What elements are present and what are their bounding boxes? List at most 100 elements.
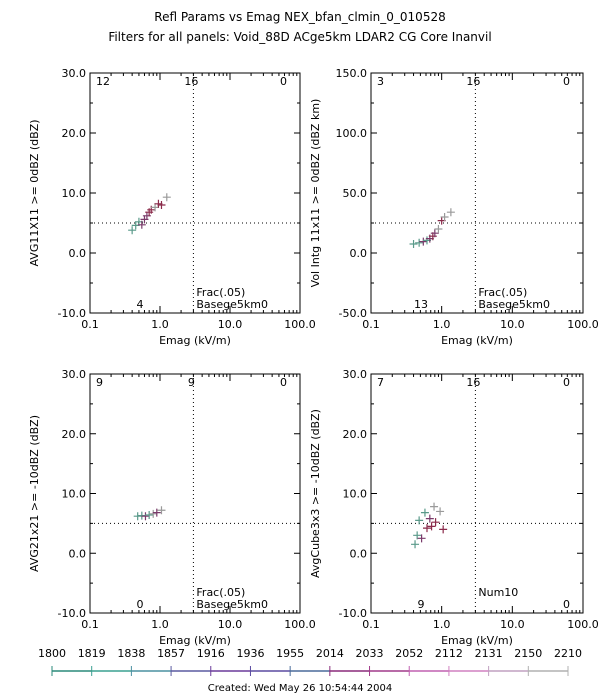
panel4-plot-frame — [370, 373, 584, 614]
panel3-y-axis-title: AVG21x21 >= -10dBZ (dBZ) — [28, 415, 41, 572]
chart-title: Refl Params vs Emag NEX_bfan_clmin_0_010… — [154, 10, 446, 24]
panel4-data-point — [415, 516, 424, 525]
panel1-x-axis-title: Emag (kV/m) — [159, 334, 231, 347]
panel2-y-tick-label: 0.0 — [350, 247, 368, 260]
panel4-count-top-mid: 16 — [466, 376, 480, 389]
panel3-plot-frame — [89, 373, 301, 614]
panel2-data-point — [430, 229, 439, 238]
panel1-y-tick-label: 0.0 — [69, 247, 87, 260]
panel3-x-tick-label: 100.0 — [284, 618, 316, 631]
panel4-count-top-left: 7 — [377, 376, 384, 389]
panel1-y-tick-label: 10.0 — [62, 187, 87, 200]
colorbar-label: 2112 — [435, 647, 463, 660]
panel4-data-point — [431, 518, 440, 527]
panel2-data-point — [419, 237, 428, 246]
panel1-count-top-left: 12 — [96, 75, 110, 88]
panel3-y-tick-label: 10.0 — [62, 488, 87, 501]
panel4-x-tick-label: 100.0 — [567, 618, 599, 631]
colorbar-label: 1916 — [197, 647, 225, 660]
colorbar-label: 2052 — [395, 647, 423, 660]
panel2-count-top-left: 3 — [377, 75, 384, 88]
panel1-plot-frame — [89, 72, 301, 314]
panel2-data-point — [409, 240, 418, 248]
panel2-x-tick-label: 0.1 — [362, 318, 380, 331]
panel3-data-point — [157, 506, 166, 515]
panel2-y-tick-label: 100.0 — [336, 127, 368, 140]
panel2-data-point — [446, 208, 455, 217]
panel1-count-top-right: 0 — [280, 75, 287, 88]
panel2-y-axis-title: Vol Intg 11x11 >= 0dBZ (dBZ km) — [309, 99, 322, 288]
panel4-x-tick-label: 0.1 — [362, 618, 380, 631]
panel1-y-axis-title: AVG11X11 >= 0dBZ (dBZ) — [28, 119, 41, 266]
panel1-y-tick-label: 20.0 — [62, 127, 87, 140]
panel3-annotation-frac: Frac(.05) — [196, 586, 245, 599]
footer-created: Created: Wed May 26 10:54:44 2004 — [207, 683, 393, 694]
panel2-data-point — [415, 238, 424, 247]
colorbar-label: 2014 — [316, 647, 344, 660]
panel1-y-tick-label: -10.0 — [58, 307, 86, 320]
panel3-count-bottom-mid: 0 — [137, 598, 144, 611]
panel4-y-tick-label: 0.0 — [350, 547, 368, 560]
panel2-count-bottom-mid: 13 — [414, 298, 428, 311]
panel3-x-axis-title: Emag (kV/m) — [159, 634, 231, 647]
panel4-data-point — [436, 507, 445, 516]
panel2-x-tick-label: 100.0 — [567, 318, 599, 331]
panel2-x-axis-title: Emag (kV/m) — [441, 334, 513, 347]
panel3-x-tick-label: 10.0 — [218, 618, 243, 631]
colorbar-label: 1819 — [78, 647, 106, 660]
colorbar-label: 2150 — [514, 647, 542, 660]
panel4-y-tick-label: 30.0 — [343, 368, 368, 381]
panel2-y-tick-label: 150.0 — [336, 67, 368, 80]
colorbar-label: 1838 — [117, 647, 145, 660]
panel1-y-tick-label: 30.0 — [62, 67, 87, 80]
panel2-count-top-mid: 16 — [466, 75, 480, 88]
colorbar-label: 2033 — [356, 647, 384, 660]
panel3-y-tick-label: 0.0 — [69, 547, 87, 560]
panel2-plot-frame — [370, 72, 584, 314]
panel4-x-tick-label: 1.0 — [433, 618, 451, 631]
panel4-data-point — [422, 524, 431, 533]
panel4-data-point — [439, 525, 448, 534]
colorbar-label: 1955 — [276, 647, 304, 660]
panel3-x-tick-label: 0.1 — [81, 618, 99, 631]
panel1-data-point — [137, 220, 146, 229]
panel4-count-top-right: 0 — [563, 376, 570, 389]
panel2-data-point — [434, 225, 443, 233]
chart-subtitle: Filters for all panels: Void_88D ACge5km… — [108, 30, 492, 44]
panel2-data-point — [440, 213, 449, 221]
colorbar-label: 1936 — [236, 647, 264, 660]
panel1-data-point — [162, 193, 171, 202]
panel3-x-tick-label: 1.0 — [151, 618, 169, 631]
panel1-annotation-frac: Frac(.05) — [196, 286, 245, 299]
panel4-y-tick-label: -10.0 — [339, 607, 367, 620]
panel4-data-point — [420, 508, 429, 517]
colorbar-label: 1857 — [157, 647, 185, 660]
panel1-x-tick-label: 10.0 — [218, 318, 243, 331]
panel4-count-bottom-mid: 9 — [418, 598, 425, 611]
panel3-data-point — [141, 512, 150, 521]
panel1-data-point — [128, 226, 137, 235]
panel4-data-point — [425, 514, 434, 523]
panel4-x-tick-label: 10.0 — [500, 618, 525, 631]
colorbar-label: 1800 — [38, 647, 66, 660]
panel2-y-tick-label: 50.0 — [343, 187, 368, 200]
colorbar-label: 2210 — [554, 647, 582, 660]
panel1-data-point — [157, 201, 166, 209]
panel1-x-tick-label: 100.0 — [284, 318, 316, 331]
panel3-count-top-left: 9 — [96, 376, 103, 389]
panel1-data-point — [151, 203, 160, 212]
panel3-data-point — [152, 508, 161, 517]
panel1-annotation-basege: Basege5km0 — [196, 298, 268, 311]
panel4-data-point — [417, 534, 426, 543]
panel3-y-tick-label: 30.0 — [62, 368, 87, 381]
panel3-y-tick-label: 20.0 — [62, 428, 87, 441]
panel1-count-bottom-mid: 4 — [137, 298, 144, 311]
panel4-data-point — [411, 540, 420, 549]
panel1-x-tick-label: 0.1 — [81, 318, 99, 331]
panel2-annotation-basege: Basege5km0 — [478, 298, 550, 311]
panel3-y-tick-label: -10.0 — [58, 607, 86, 620]
panel4-x-axis-title: Emag (kV/m) — [441, 634, 513, 647]
panel2-x-tick-label: 10.0 — [500, 318, 525, 331]
panel1-count-top-mid: 16 — [184, 75, 198, 88]
colorbar-label: 2131 — [475, 647, 503, 660]
